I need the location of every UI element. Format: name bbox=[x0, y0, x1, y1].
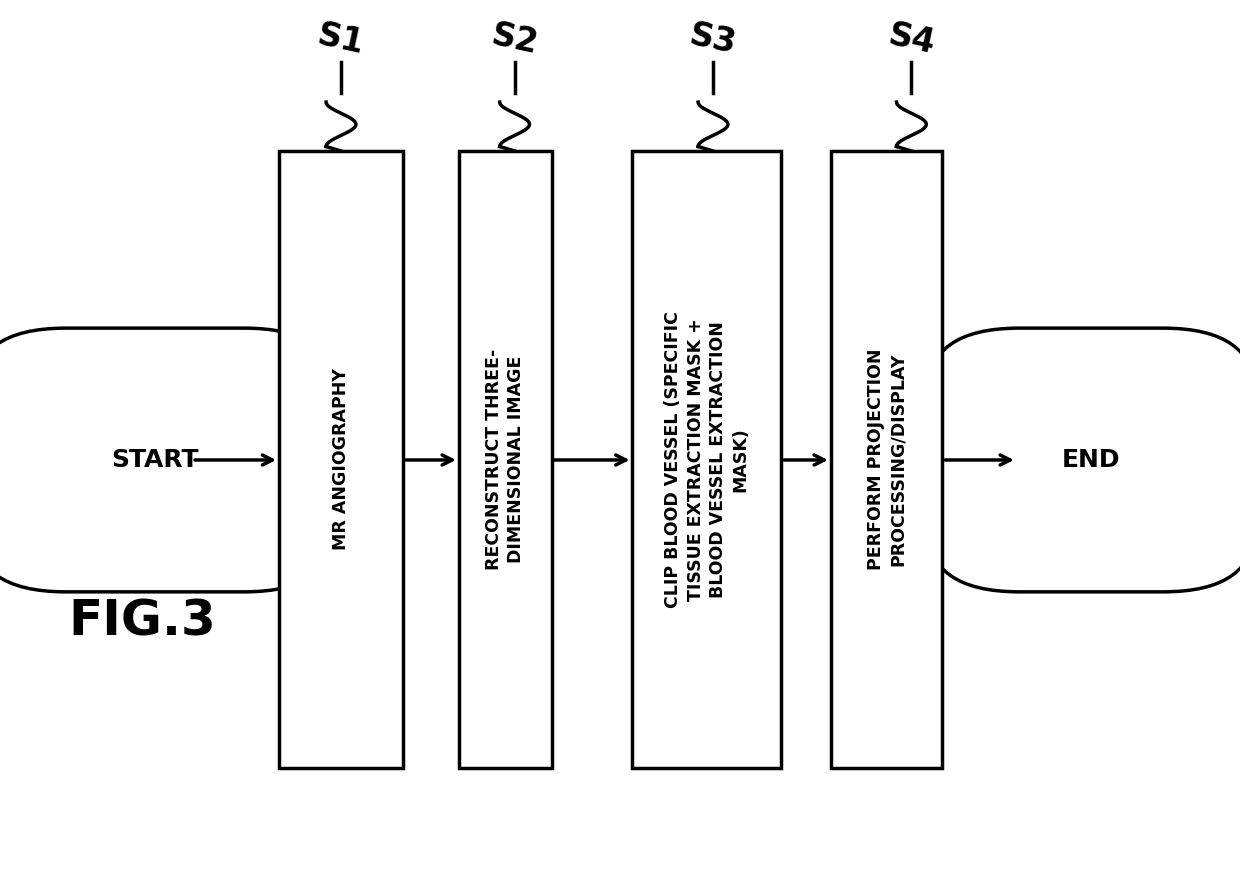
FancyBboxPatch shape bbox=[928, 329, 1240, 592]
Text: FIG.3: FIG.3 bbox=[68, 598, 216, 646]
Text: END: END bbox=[1061, 448, 1121, 472]
Text: START: START bbox=[112, 448, 198, 472]
Bar bbox=[459, 151, 552, 768]
Text: PERFORM PROJECTION
PROCESSING/DISPLAY: PERFORM PROJECTION PROCESSING/DISPLAY bbox=[867, 349, 906, 570]
FancyBboxPatch shape bbox=[0, 329, 336, 592]
Text: S4: S4 bbox=[885, 19, 937, 61]
Bar bbox=[831, 151, 942, 768]
Text: CLIP BLOOD VESSEL (SPECIFIC
TISSUE EXTRACTION MASK +
BLOOD VESSEL EXTRACTION
MAS: CLIP BLOOD VESSEL (SPECIFIC TISSUE EXTRA… bbox=[665, 311, 749, 608]
Text: S2: S2 bbox=[489, 19, 541, 61]
Text: S1: S1 bbox=[315, 19, 367, 61]
Bar bbox=[632, 151, 781, 768]
Bar bbox=[279, 151, 403, 768]
Text: RECONSTRUCT THREE-
DIMENSIONAL IMAGE: RECONSTRUCT THREE- DIMENSIONAL IMAGE bbox=[485, 349, 526, 570]
Text: S3: S3 bbox=[687, 19, 739, 61]
Text: MR ANGIOGRAPHY: MR ANGIOGRAPHY bbox=[332, 369, 350, 551]
